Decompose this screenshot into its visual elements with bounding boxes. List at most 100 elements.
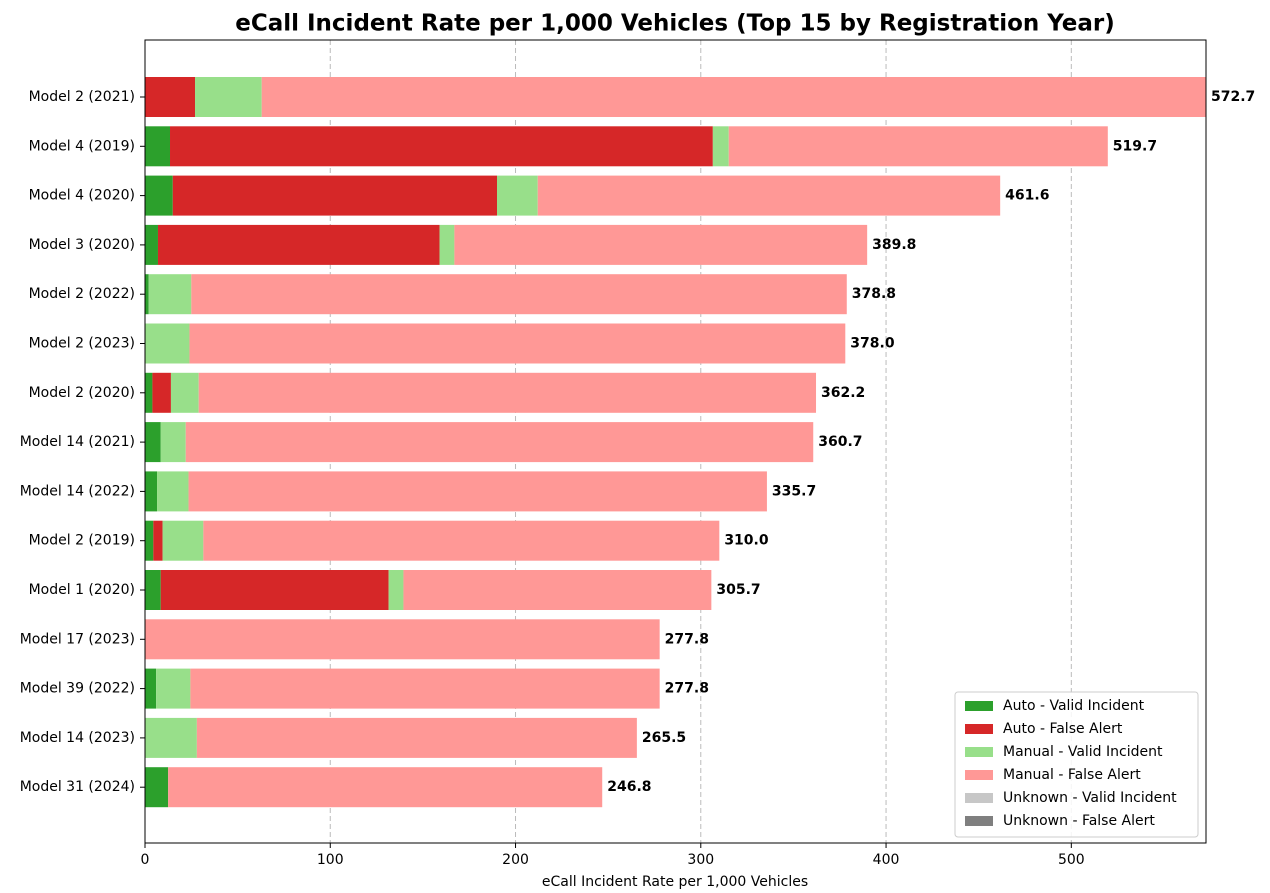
bar-segment	[188, 471, 767, 512]
bar-segment	[148, 274, 192, 315]
bar-segment	[145, 77, 196, 117]
chart-title: eCall Incident Rate per 1,000 Vehicles (…	[235, 11, 1115, 37]
bar-segment	[160, 422, 186, 463]
bar-segment	[145, 767, 169, 808]
legend-label: Manual - False Alert	[1003, 767, 1141, 783]
total-label: 519.7	[1113, 138, 1157, 154]
bar-segment	[261, 77, 1206, 117]
bar-segment	[439, 224, 455, 265]
bar-segment	[145, 422, 161, 463]
y-tick-label: Model 2 (2023)	[29, 336, 135, 352]
x-tick-label: 100	[317, 852, 344, 868]
bar-segment	[145, 175, 173, 216]
bar-segment	[145, 323, 190, 364]
legend-swatch	[965, 793, 993, 803]
total-label: 277.8	[665, 631, 709, 647]
y-tick-label: Model 1 (2020)	[29, 582, 135, 598]
total-label: 378.0	[850, 336, 895, 352]
bar-segment	[145, 717, 197, 758]
bar-segment	[170, 126, 713, 167]
bar-segment	[388, 570, 404, 610]
legend-label: Auto - Valid Incident	[1003, 698, 1145, 714]
total-label: 572.7	[1211, 89, 1255, 105]
x-tick-label: 300	[687, 852, 714, 868]
bar-segment	[152, 372, 171, 413]
bar-segment	[185, 422, 814, 463]
bar-segment	[203, 520, 720, 561]
bar-segment	[145, 520, 154, 561]
total-label: 310.0	[724, 533, 769, 549]
bar-segment	[160, 570, 389, 610]
total-label: 378.8	[852, 286, 896, 302]
y-tick-label: Model 2 (2020)	[29, 385, 135, 401]
total-label: 335.7	[772, 483, 816, 499]
bar-segment	[170, 372, 199, 413]
total-label: 246.8	[607, 779, 651, 795]
bar-segment	[145, 619, 660, 660]
bar-segment	[403, 570, 712, 610]
y-tick-label: Model 3 (2020)	[29, 237, 135, 253]
y-tick-label: Model 4 (2020)	[29, 188, 135, 204]
bar-segment	[454, 224, 868, 265]
bar-segment	[712, 126, 729, 167]
bar-segment	[156, 668, 191, 709]
total-label: 277.8	[665, 681, 709, 697]
bar-segment	[145, 471, 158, 512]
bar-segment	[157, 471, 189, 512]
legend-label: Auto - False Alert	[1003, 721, 1123, 737]
total-label: 461.6	[1005, 188, 1049, 204]
bar-segment	[157, 224, 440, 265]
bar-segment	[168, 767, 603, 808]
bar-segment	[162, 520, 204, 561]
legend-swatch	[965, 747, 993, 757]
legend-swatch	[965, 724, 993, 734]
bar-segment	[537, 175, 1001, 216]
legend-swatch	[965, 816, 993, 826]
total-label: 265.5	[642, 730, 686, 746]
y-tick-label: Model 2 (2022)	[29, 286, 135, 302]
bar-segment	[145, 274, 149, 315]
y-tick-label: Model 17 (2023)	[20, 631, 135, 647]
y-tick-label: Model 14 (2023)	[20, 730, 135, 746]
bar-segment	[145, 224, 158, 265]
bar-segment	[172, 175, 497, 216]
bar-segment	[196, 717, 637, 758]
x-axis-label: eCall Incident Rate per 1,000 Vehicles	[542, 874, 808, 890]
bar-segment	[145, 570, 161, 610]
bar-segment	[145, 668, 157, 709]
x-tick-label: 400	[873, 852, 900, 868]
bar-segment	[195, 77, 262, 117]
y-tick-label: Model 14 (2021)	[20, 434, 135, 450]
y-tick-label: Model 2 (2021)	[29, 89, 135, 105]
bar-segment	[145, 372, 153, 413]
y-tick-label: Model 14 (2022)	[20, 483, 135, 499]
legend-swatch	[965, 770, 993, 780]
bar-segment	[145, 126, 171, 167]
total-label: 360.7	[818, 434, 862, 450]
legend-box	[954, 691, 1199, 838]
total-label: 362.2	[821, 385, 865, 401]
y-tick-label: Model 2 (2019)	[29, 533, 135, 549]
legend: Auto - Valid Incident Auto - False Alert M…	[954, 691, 1199, 838]
bar-segment	[153, 520, 163, 561]
legend-swatch	[965, 701, 993, 711]
legend-label: Unknown - Valid Incident	[1003, 790, 1177, 806]
x-tick-label: 0	[141, 852, 150, 868]
y-tick-label: Model 31 (2024)	[20, 779, 135, 795]
y-tick-label: Model 4 (2019)	[29, 138, 135, 154]
total-label: 305.7	[716, 582, 760, 598]
total-label: 389.8	[872, 237, 916, 253]
legend-label: Unknown - False Alert	[1003, 813, 1155, 829]
bar-segment	[190, 668, 660, 709]
y-tick-label: Model 39 (2022)	[20, 681, 135, 697]
bar-segment	[728, 126, 1108, 167]
legend-label: Manual - Valid Incident	[1003, 744, 1163, 760]
x-tick-label: 500	[1058, 852, 1085, 868]
x-tick-label: 200	[502, 852, 529, 868]
bar-segment	[198, 372, 817, 413]
bar-segment	[496, 175, 538, 216]
plot-frame	[144, 39, 1207, 844]
bar-segment	[189, 323, 846, 364]
bar-segment	[191, 274, 847, 315]
